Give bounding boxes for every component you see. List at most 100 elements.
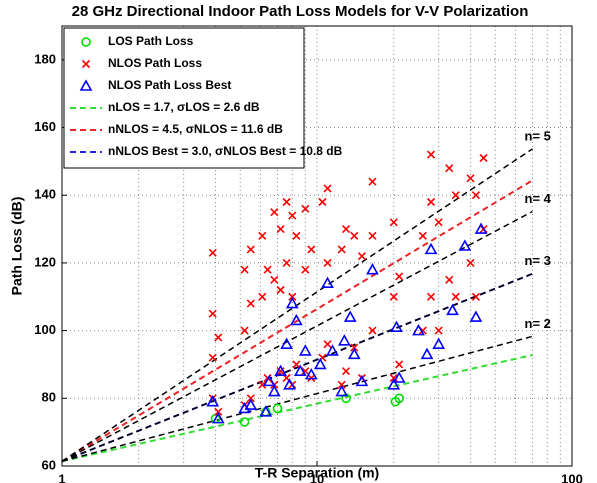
marker xyxy=(418,231,427,240)
marker-shape xyxy=(288,211,297,220)
marker xyxy=(350,231,359,240)
marker-shape xyxy=(244,398,258,410)
marker xyxy=(208,248,217,257)
y-tick-label: 120 xyxy=(34,254,56,269)
marker xyxy=(335,384,349,397)
marker-shape xyxy=(280,337,293,349)
marker xyxy=(323,340,332,349)
marker-shape xyxy=(469,310,483,322)
marker xyxy=(395,360,404,369)
x-tick-label: 1 xyxy=(58,471,65,483)
marker xyxy=(390,320,403,333)
marker xyxy=(368,177,377,186)
marker-shape xyxy=(282,197,291,207)
marker-shape xyxy=(318,197,327,207)
marker-shape xyxy=(387,378,401,390)
marker-shape xyxy=(341,367,351,376)
marker xyxy=(288,292,297,301)
marker xyxy=(426,292,436,301)
marker-shape xyxy=(79,79,93,91)
marker xyxy=(313,357,327,370)
fit-line xyxy=(61,179,534,463)
marker xyxy=(424,242,438,255)
marker xyxy=(469,310,483,322)
marker-shape xyxy=(301,204,310,213)
marker xyxy=(471,292,480,301)
fit-line xyxy=(61,273,533,462)
marker xyxy=(258,292,267,301)
marker xyxy=(290,313,303,326)
legend-box xyxy=(63,27,305,169)
marker xyxy=(274,364,287,377)
marker xyxy=(240,265,249,274)
marker xyxy=(208,309,217,318)
y-tick-label: 140 xyxy=(34,187,56,202)
marker-shape xyxy=(426,197,436,207)
marker-shape xyxy=(445,164,454,173)
fit-line xyxy=(61,210,533,462)
marker xyxy=(240,326,249,335)
marker xyxy=(323,258,332,267)
marker xyxy=(337,380,346,389)
marker-shape xyxy=(321,276,334,289)
marker-shape xyxy=(293,364,307,377)
marker xyxy=(350,343,359,352)
marker-shape xyxy=(471,191,480,200)
marker-shape xyxy=(270,275,279,284)
marker xyxy=(211,411,225,424)
marker xyxy=(270,275,279,284)
marker-shape xyxy=(301,265,310,274)
marker xyxy=(471,191,480,200)
marker xyxy=(392,371,406,383)
marker xyxy=(258,231,267,240)
marker-shape xyxy=(434,326,443,335)
marker-shape xyxy=(337,380,346,389)
marker xyxy=(445,275,454,284)
marker-shape xyxy=(426,292,436,301)
marker xyxy=(389,373,398,383)
marker xyxy=(337,245,346,254)
marker-shape xyxy=(301,367,310,376)
marker xyxy=(301,265,310,274)
marker xyxy=(301,367,310,376)
marker xyxy=(263,265,272,274)
marker-shape xyxy=(259,405,273,417)
marker-shape xyxy=(240,326,249,335)
marker-shape xyxy=(434,218,443,227)
marker xyxy=(214,333,223,342)
marker-shape xyxy=(420,347,434,360)
marker xyxy=(214,407,223,416)
marker xyxy=(446,303,459,316)
marker xyxy=(355,374,369,387)
marker xyxy=(323,184,332,193)
legend-label: LOS Path Loss xyxy=(108,34,194,48)
marker-shape xyxy=(240,265,249,274)
marker-shape xyxy=(208,309,217,318)
marker xyxy=(434,218,443,227)
legend-label: NLOS Path Loss Best xyxy=(108,78,231,92)
marker xyxy=(343,310,357,322)
line-label: n= 2 xyxy=(525,316,551,331)
marker xyxy=(326,344,339,356)
marker xyxy=(293,364,307,377)
marker-shape xyxy=(211,411,225,424)
marker-shape xyxy=(258,231,267,240)
marker xyxy=(81,37,91,47)
marker-shape xyxy=(392,371,406,383)
marker-shape xyxy=(288,292,297,301)
legend-label: nNLOS = 4.5, σNLOS = 11.6 dB xyxy=(108,122,283,136)
marker-shape xyxy=(81,37,91,47)
marker-shape xyxy=(323,340,332,349)
marker xyxy=(307,245,316,254)
marker xyxy=(341,225,351,234)
marker-shape xyxy=(214,407,223,416)
marker-shape xyxy=(276,225,285,234)
marker-shape xyxy=(474,222,488,234)
marker xyxy=(283,378,296,390)
marker-shape xyxy=(335,384,349,397)
marker xyxy=(298,344,312,356)
marker-shape xyxy=(292,231,301,240)
marker xyxy=(426,150,436,159)
marker-shape xyxy=(366,263,379,275)
